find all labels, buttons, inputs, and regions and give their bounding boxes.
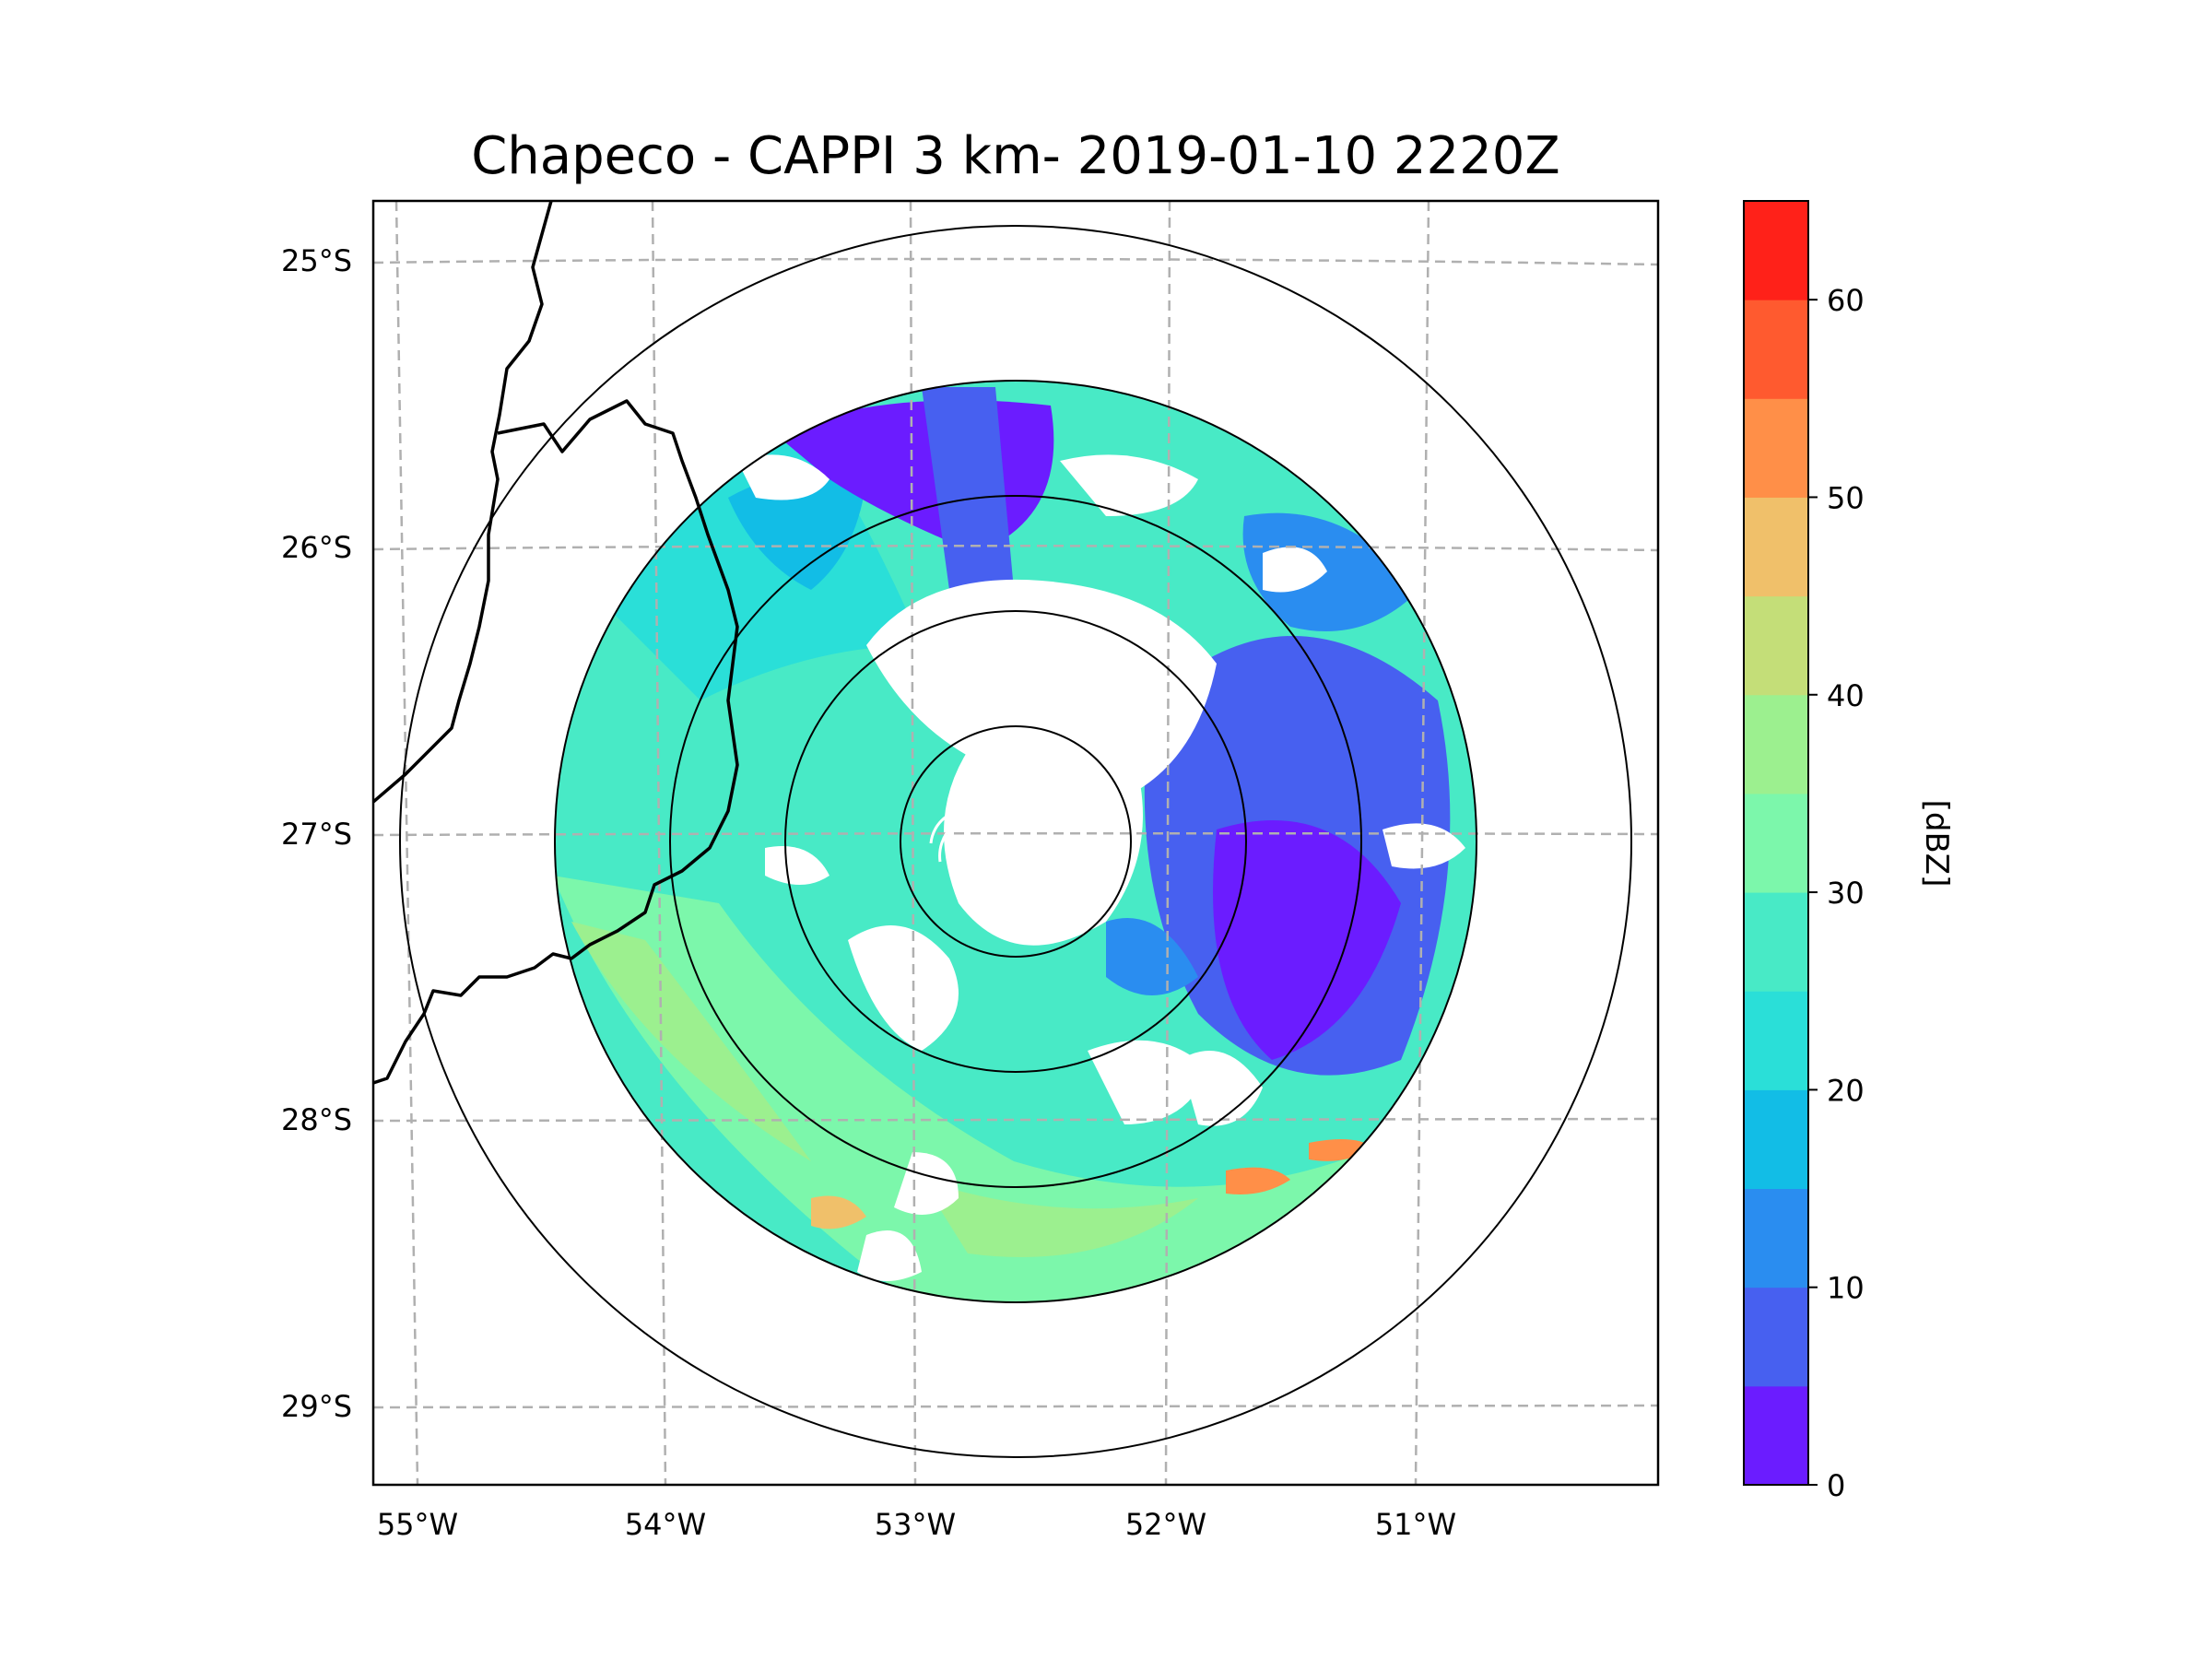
lon-label: 51°W [1375,1507,1456,1542]
colorbar-label: [dBZ] [1918,800,1955,888]
range-ring-150km [669,495,1362,1188]
lon-label: 52°W [1125,1507,1206,1542]
boundaries [373,201,739,1085]
colorbar-bin [1744,497,1808,597]
lat-labels: 25°S 26°S 27°S 28°S 29°S [281,243,352,1424]
colorbar-bin [1744,793,1808,893]
colorbar-bin [1744,892,1808,992]
colorbar-bin [1744,991,1808,1090]
chart-title: Chapeco - CAPPI 3 km- 2019-01-10 2220Z [471,126,1560,186]
lon-label: 55°W [377,1507,458,1542]
map-panel [373,201,1658,1485]
lat-label: 25°S [281,243,352,278]
range-ring-50km [900,725,1132,958]
colorbar-bin [1744,1188,1808,1288]
range-ring-100km [784,610,1247,1073]
lat-label: 27°S [281,817,352,852]
boundary-west [373,201,553,804]
colorbar-tick-label: 40 [1827,678,1865,713]
colorbar-bin [1744,300,1808,399]
colorbar-tick-label: 10 [1827,1271,1865,1306]
colorbar-tick-label: 20 [1827,1073,1865,1108]
colorbar-bin [1744,398,1808,498]
lon-labels: 55°W 54°W 53°W 52°W 51°W [377,1507,1456,1542]
colorbar-bin [1744,201,1808,300]
colorbar-bin [1744,694,1808,794]
colorbar-tick-label: 50 [1827,480,1865,515]
range-ring-250km [399,225,1632,1458]
reflectivity-field [555,381,1477,1302]
lon-label: 53°W [875,1507,956,1542]
colorbar-tick-label: 30 [1827,876,1865,911]
lat-label: 29°S [281,1389,352,1424]
colorbar-tick-label: 0 [1827,1468,1845,1503]
radar-site-marker [929,808,1001,877]
colorbar-tick-label: 60 [1827,283,1865,318]
lat-label: 28°S [281,1102,352,1137]
lon-label: 54°W [625,1507,706,1542]
colorbar-frame [1743,200,1809,1486]
colorbar: 0 10 20 30 40 50 60 [dBZ] [1743,200,1955,1503]
range-rings [399,225,1632,1458]
boundary-east [373,399,739,1085]
graticule [373,201,1658,1485]
lat-label: 26°S [281,530,352,565]
colorbar-bin [1744,1089,1808,1190]
colorbar-bins [1744,201,1808,1486]
colorbar-bin [1744,1385,1808,1486]
colorbar-bin [1744,595,1808,696]
colorbar-ticks: 0 10 20 30 40 50 60 [1808,283,1865,1503]
range-ring-200km [554,380,1477,1303]
map-frame [371,199,1660,1487]
colorbar-bin [1744,1287,1808,1387]
